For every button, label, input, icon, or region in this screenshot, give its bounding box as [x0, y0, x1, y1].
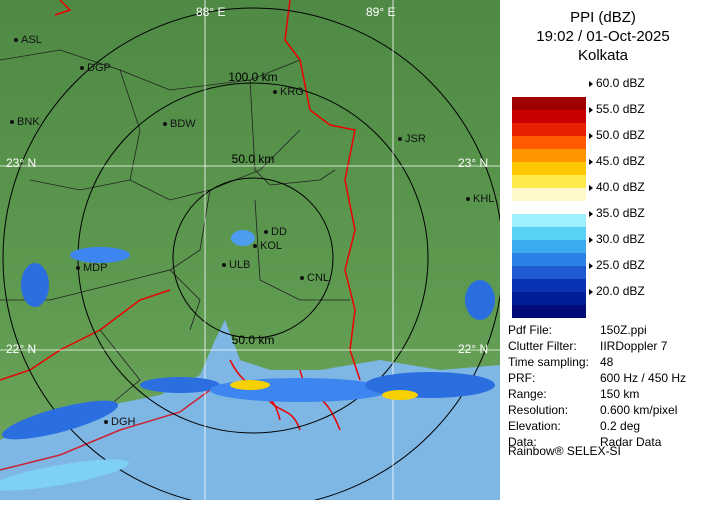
city-dot [466, 197, 470, 201]
echoes [0, 230, 495, 491]
legend-arrow [589, 185, 593, 191]
info-key: Time sampling: [508, 355, 589, 369]
info-value: IIRDoppler 7 [600, 339, 668, 353]
info-value: 0.600 km/pixel [600, 403, 677, 417]
city-dot [104, 420, 108, 424]
info-value: 48 [600, 355, 614, 369]
legend-swatch [512, 97, 586, 110]
info-value: 150Z.ppi [600, 323, 647, 337]
graticule-label: 88° E [196, 5, 225, 19]
ring-label: 50.0 km [232, 152, 275, 166]
info-value: 150 km [600, 387, 639, 401]
info-key: Elevation: [508, 419, 561, 433]
city-label: BNK [17, 116, 40, 128]
legend-label: 30.0 dBZ [596, 232, 645, 246]
info-key: Clutter Filter: [508, 339, 577, 353]
legend-label: 45.0 dBZ [596, 154, 645, 168]
city-dot [222, 263, 226, 267]
legend-label: 25.0 dBZ [596, 258, 645, 272]
info-key: Data: [508, 435, 537, 449]
legend-swatch [512, 305, 586, 318]
legend-swatch [512, 162, 586, 175]
legend-swatch [512, 240, 586, 253]
legend-swatch [512, 292, 586, 305]
legend-label: 50.0 dBZ [596, 128, 645, 142]
legend-arrow [589, 133, 593, 139]
legend-swatch [512, 110, 586, 123]
legend-swatch [512, 123, 586, 136]
city-label: DGH [111, 416, 136, 428]
legend-swatch [512, 149, 586, 162]
city-dot [264, 230, 268, 234]
city-dot [300, 276, 304, 280]
city-dot [14, 38, 18, 42]
info-key: Resolution: [508, 403, 568, 417]
legend-arrow [589, 81, 593, 87]
city-dot [80, 66, 84, 70]
city-label: KHL [473, 193, 494, 205]
city-label: ULB [229, 259, 250, 271]
graticule-label: 22° N [458, 342, 488, 356]
city-label: JSR [405, 133, 426, 145]
graticule-label: 23° N [6, 156, 36, 170]
legend-swatch [512, 214, 586, 227]
city-dot [163, 122, 167, 126]
legend-swatch [512, 175, 586, 188]
info-value: 600 Hz / 450 Hz [600, 371, 686, 385]
city-dot [253, 244, 257, 248]
city-dot [76, 266, 80, 270]
city-label: ASL [21, 34, 42, 46]
city-label: CNL [307, 272, 329, 284]
map: ASL DGP BNK BDW KRG JSR KHL DD KOL MDP ULB CNL DGH 50… [0, 0, 500, 500]
legend-label: 55.0 dBZ [596, 102, 645, 116]
city-label: KRG [280, 86, 304, 98]
legend-swatch [512, 188, 586, 201]
info-key: Pdf File: [508, 323, 552, 337]
legend-arrow [589, 159, 593, 165]
info-value: Radar Data [600, 435, 662, 449]
city-dot [273, 90, 277, 94]
graticule-label: 23° N [458, 156, 488, 170]
datetime: 19:02 / 01-Oct-2025 [536, 28, 669, 45]
site: Kolkata [578, 47, 629, 64]
city-dot [398, 137, 402, 141]
city-dot [10, 120, 14, 124]
legend-arrow [589, 237, 593, 243]
legend-label: 40.0 dBZ [596, 180, 645, 194]
legend-swatch [512, 227, 586, 240]
legend-arrow [589, 289, 593, 295]
city-label: KOL [260, 240, 282, 252]
legend-arrow [589, 263, 593, 269]
sea [0, 320, 500, 500]
footer: Rainbow® SELEX-SI [508, 444, 621, 458]
ring-label: 100.0 km [228, 70, 277, 84]
legend-label: 20.0 dBZ [596, 284, 645, 298]
legend-label: 35.0 dBZ [596, 206, 645, 220]
legend-arrow [589, 107, 593, 113]
info-value: 0.2 deg [600, 419, 640, 433]
city-label: MDP [83, 262, 107, 274]
legend-swatch [512, 201, 586, 214]
graticule-label: 22° N [6, 342, 36, 356]
graticule-label: 89° E [366, 5, 395, 19]
city-label: DD [271, 226, 287, 238]
graticule [0, 0, 500, 500]
legend-arrow [589, 211, 593, 217]
legend-swatch [512, 266, 586, 279]
city-label: DGP [87, 62, 111, 74]
title: PPI (dBZ) [570, 9, 636, 26]
legend-swatch [512, 253, 586, 266]
city-label: BDW [170, 118, 196, 130]
legend-swatch [512, 136, 586, 149]
info-key: Range: [508, 387, 547, 401]
districts [0, 49, 350, 406]
info-key: PRF: [508, 371, 535, 385]
ring-label: 50.0 km [232, 333, 275, 347]
legend-swatch [512, 279, 586, 292]
legend-label: 60.0 dBZ [596, 76, 645, 90]
